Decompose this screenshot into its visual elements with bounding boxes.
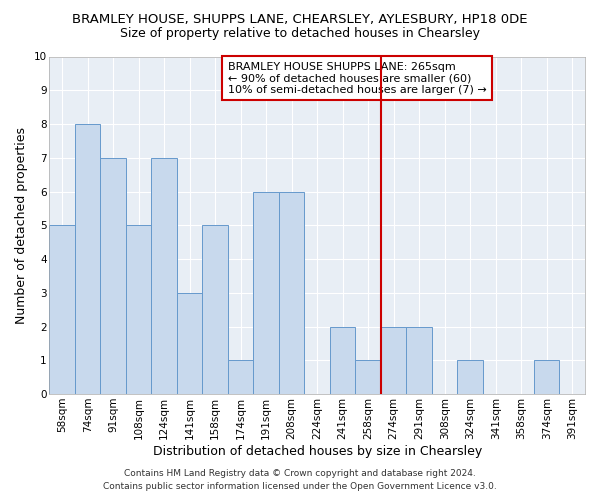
Bar — [279, 192, 304, 394]
Text: BRAMLEY HOUSE, SHUPPS LANE, CHEARSLEY, AYLESBURY, HP18 0DE: BRAMLEY HOUSE, SHUPPS LANE, CHEARSLEY, A… — [72, 12, 528, 26]
Bar — [177, 293, 202, 394]
Y-axis label: Number of detached properties: Number of detached properties — [15, 127, 28, 324]
Bar — [253, 192, 279, 394]
Bar — [75, 124, 100, 394]
Bar — [330, 326, 355, 394]
Bar — [202, 226, 228, 394]
Bar — [534, 360, 559, 394]
Bar — [100, 158, 126, 394]
Bar — [406, 326, 432, 394]
Text: Size of property relative to detached houses in Chearsley: Size of property relative to detached ho… — [120, 28, 480, 40]
Bar — [151, 158, 177, 394]
Text: BRAMLEY HOUSE SHUPPS LANE: 265sqm
← 90% of detached houses are smaller (60)
10% : BRAMLEY HOUSE SHUPPS LANE: 265sqm ← 90% … — [228, 62, 487, 95]
Bar — [381, 326, 406, 394]
X-axis label: Distribution of detached houses by size in Chearsley: Distribution of detached houses by size … — [152, 444, 482, 458]
Bar — [49, 226, 75, 394]
Bar — [457, 360, 483, 394]
Bar — [355, 360, 381, 394]
Bar — [126, 226, 151, 394]
Bar — [228, 360, 253, 394]
Text: Contains HM Land Registry data © Crown copyright and database right 2024.
Contai: Contains HM Land Registry data © Crown c… — [103, 469, 497, 491]
